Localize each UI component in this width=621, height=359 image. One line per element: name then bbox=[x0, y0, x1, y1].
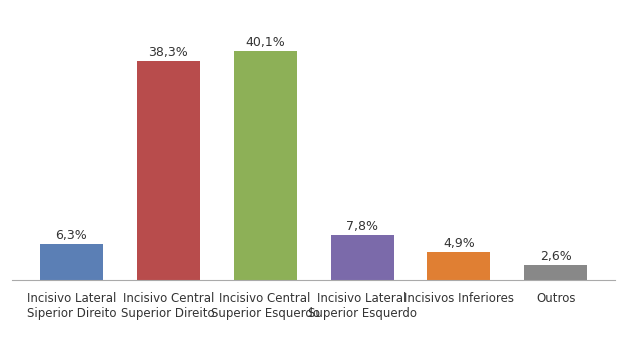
Text: 40,1%: 40,1% bbox=[245, 36, 285, 49]
Text: 38,3%: 38,3% bbox=[148, 46, 188, 59]
Text: 7,8%: 7,8% bbox=[346, 220, 378, 233]
Bar bbox=[427, 252, 491, 280]
Bar bbox=[40, 244, 103, 280]
Bar bbox=[137, 61, 200, 280]
Bar bbox=[330, 236, 394, 280]
Text: 6,3%: 6,3% bbox=[55, 229, 87, 242]
Bar bbox=[233, 51, 297, 280]
Text: 4,9%: 4,9% bbox=[443, 237, 475, 250]
Text: 2,6%: 2,6% bbox=[540, 250, 572, 263]
Bar bbox=[524, 265, 587, 280]
